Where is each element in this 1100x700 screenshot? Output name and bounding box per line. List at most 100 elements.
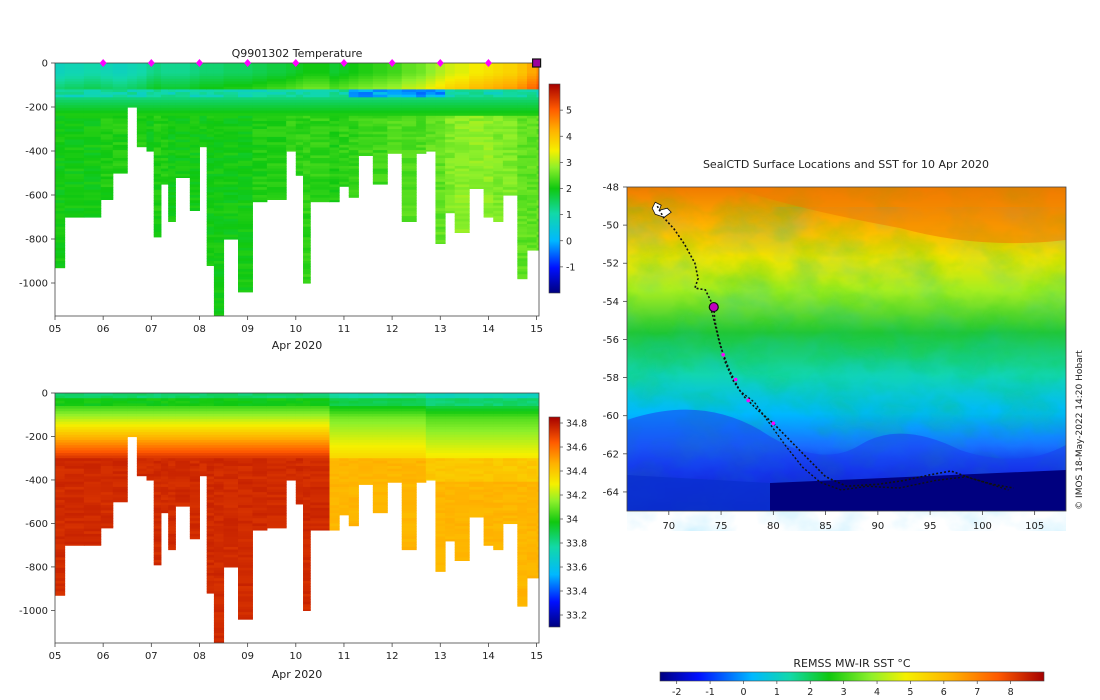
salinity-cell [266,492,287,496]
temperature-cell [206,118,215,122]
temperature-cell [517,102,528,106]
salinity-cell [100,445,114,449]
salinity-cell [387,473,403,478]
salinity-cell [425,426,436,431]
salinity-cell [445,400,456,405]
temperature-cell [55,242,66,246]
temperature-cell [238,282,253,286]
temperature-cell [252,107,268,112]
temperature-cell [146,78,155,83]
temperature-cell [435,218,446,222]
temperature-cell [329,81,340,85]
salinity-cell [502,510,518,514]
temperature-cell [153,136,162,141]
temperature-cell [146,139,155,143]
salinity-cell [153,481,162,485]
salinity-cell [189,473,200,478]
temperature-cell [372,165,388,170]
salinity-cell [517,536,528,540]
salinity-cell [454,541,470,545]
salinity-cell [303,562,311,566]
salinity-cell [238,439,253,444]
temperature-cell [213,253,225,257]
salinity-cell [310,447,331,451]
temperature-cell [189,179,200,183]
salinity-cell [64,419,85,423]
temperature-cell [435,126,446,130]
temperature-cell [517,65,528,69]
temperature-cell [160,168,169,172]
temperature-cell [339,68,350,72]
salinity-cell [358,429,374,433]
salinity-cell [146,411,155,415]
salinity-cell [517,505,528,509]
salinity-cell [266,518,287,522]
temperature-cell [536,86,539,90]
temperature-cell [223,142,239,146]
salinity-cell [454,393,470,397]
salinity-cell [454,554,470,558]
salinity-cell [213,419,225,423]
temperature-cell [310,163,331,167]
salinity-cell [55,552,66,556]
salinity-cell [401,479,417,483]
salinity-cell [303,497,311,501]
temperature-cell [153,189,162,193]
temperature-cell [435,76,446,80]
temperature-cell [223,68,239,72]
temperature-cell [112,136,128,141]
temperature-cell [454,118,470,122]
salinity-cell [348,507,359,511]
temperature-cell [213,94,225,98]
temperature-cell [213,242,225,246]
salinity-cell [435,434,446,438]
salinity-cell [238,432,253,436]
temperature-cell [295,118,304,122]
colorbar-tick-label: 33.2 [566,611,587,622]
temperature-cell [238,205,253,209]
salinity-cell [175,398,191,402]
salinity-cell [266,515,287,519]
salinity-cell [223,492,239,496]
temperature-cell [517,155,528,159]
salinity-cell [401,523,417,527]
temperature-cell [189,121,200,125]
temperature-cell [286,113,297,117]
colorbar-tick-label: -1 [566,262,575,273]
salinity-cell [55,463,66,467]
salinity-cell [483,447,494,451]
temperature-cell [55,195,66,199]
salinity-cell [526,541,538,545]
salinity-cell [55,557,66,561]
salinity-cell [266,445,287,449]
salinity-cell [526,528,538,532]
x-tick-label: 75 [715,521,728,532]
salinity-cell [83,413,102,418]
temperature-cell [55,173,66,178]
temperature-cell [310,189,331,193]
salinity-cell [526,447,538,451]
temperature-cell [502,115,518,120]
salinity-cell [536,398,539,402]
salinity-cell [100,507,114,511]
salinity-cell [100,403,114,407]
temperature-cell [303,139,311,143]
salinity-cell [295,450,304,454]
temperature-cell [329,92,340,96]
temperature-cell [189,123,200,127]
temperature-cell [199,115,208,120]
salinity-cell [303,586,311,590]
salinity-cell [238,614,253,618]
salinity-cell [303,518,311,522]
temperature-cell [358,70,374,75]
colorbar-tick-label: 34.6 [566,443,587,454]
temperature-cell [445,189,456,193]
temperature-cell [266,168,287,172]
temperature-cell [153,84,162,88]
salinity-cell [339,419,350,423]
salinity-cell [339,429,350,433]
salinity-cell [502,458,518,462]
salinity-cell [454,442,470,446]
temperature-cell [252,92,268,96]
salinity-cell [483,484,494,488]
